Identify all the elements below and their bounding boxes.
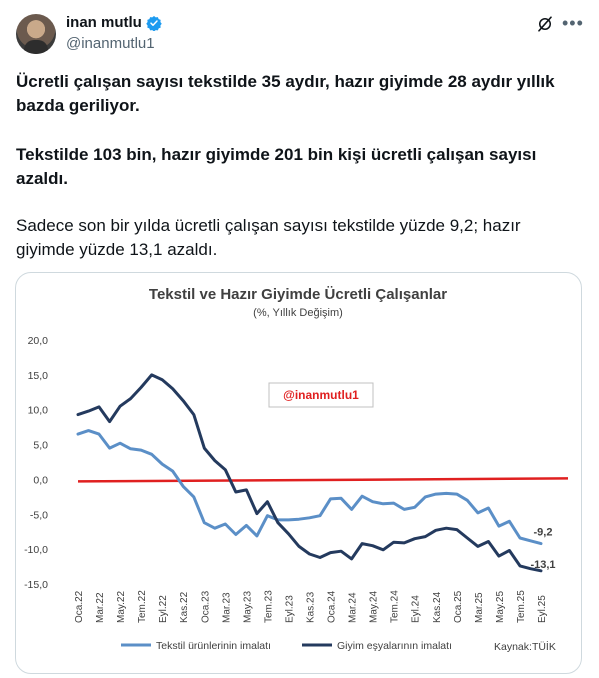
tweet-paragraph-1: Ücretli çalışan sayısı tekstilde 35 aydı…: [16, 72, 555, 115]
x-tick-label: May.25: [495, 591, 506, 623]
y-tick-label: 20,0: [28, 335, 49, 347]
x-axis: Oca.22 Mar.22 May.22 Tem.22 Eyl.22 Kas.22 Oca.…: [74, 590, 548, 623]
x-tick-label: Tem.25: [516, 590, 527, 623]
x-tick-label: Eyl.23: [284, 595, 295, 623]
x-tick-label: Kas.23: [306, 591, 317, 623]
watermark-text: @inanmutlu1: [283, 388, 359, 402]
x-tick-label: Eyl.22: [158, 595, 169, 623]
y-tick-label: -5,0: [30, 509, 48, 521]
tweet-paragraph-2: Tekstilde 103 bin, hazır giyimde 201 bin…: [16, 145, 537, 188]
x-tick-label: Oca.24: [327, 590, 338, 623]
x-tick-label: Mar.24: [348, 592, 359, 623]
x-tick-label: Eyl.24: [411, 595, 422, 623]
x-tick-label: Oca.23: [200, 590, 211, 623]
x-tick-label: Mar.22: [95, 592, 106, 623]
x-tick-label: Tem.22: [137, 590, 148, 623]
legend-apparel-label: Giyim eşyalarının imalatı: [337, 640, 452, 652]
y-tick-label: 5,0: [33, 440, 48, 452]
tweet-media-image[interactable]: Tekstil ve Hazır Giyimde Ücretli Çalışan…: [15, 272, 582, 674]
legend: Tekstil ürünlerinin imalatı Giyim eşyala…: [121, 640, 556, 653]
apparel-line: [76, 373, 543, 573]
end-value-label: -9,2: [534, 527, 553, 539]
x-tick-label: Tem.23: [263, 590, 274, 623]
watermark-box: @inanmutlu1: [268, 382, 374, 408]
tweet-paragraph-3: Sadece son bir yılda ücretli çalışan say…: [16, 216, 521, 259]
legend-textile-label: Tekstil ürünlerinin imalatı: [156, 640, 271, 652]
x-tick-label: May.22: [116, 591, 127, 623]
end-value-label: -13,1: [530, 559, 555, 571]
zero-line: [77, 477, 569, 483]
line-chart: Tekstil ve Hazır Giyimde Ücretli Çalışan…: [24, 286, 569, 653]
y-tick-label: -15,0: [24, 579, 48, 591]
x-tick-label: Kas.24: [432, 591, 443, 623]
x-tick-label: Tem.24: [390, 590, 401, 623]
x-tick-label: Mar.23: [221, 592, 232, 623]
x-tick-label: May.23: [242, 591, 253, 623]
x-tick-label: Oca.25: [453, 590, 464, 623]
author-name[interactable]: inan mutlu: [66, 14, 142, 31]
more-options-icon[interactable]: •••: [562, 13, 584, 33]
y-tick-label: -10,0: [24, 544, 48, 556]
author-avatar[interactable]: [16, 14, 56, 54]
x-tick-label: Eyl.25: [537, 595, 548, 623]
textile-line: [76, 429, 543, 546]
x-tick-label: Kas.22: [179, 591, 190, 623]
author-handle[interactable]: @inanmutlu1: [66, 35, 155, 52]
verified-badge-icon: [146, 16, 162, 31]
x-tick-label: Mar.25: [474, 592, 485, 623]
y-tick-label: 15,0: [28, 370, 49, 382]
x-tick-label: Oca.22: [74, 590, 85, 623]
plot-area: -9,2 -13,1: [76, 373, 556, 573]
grok-icon[interactable]: [536, 15, 554, 33]
chart-subtitle: (%, Yıllık Değişim): [253, 307, 343, 319]
chart-title: Tekstil ve Hazır Giyimde Ücretli Çalışan…: [149, 286, 447, 303]
y-axis: 20,0 15,0 10,0 5,0 0,0 -5,0 -10,0 -15,0: [24, 335, 48, 591]
y-tick-label: 10,0: [28, 405, 49, 417]
x-tick-label: May.24: [369, 591, 380, 623]
source-label: Kaynak:TÜİK: [494, 640, 556, 653]
y-tick-label: 0,0: [33, 474, 48, 486]
